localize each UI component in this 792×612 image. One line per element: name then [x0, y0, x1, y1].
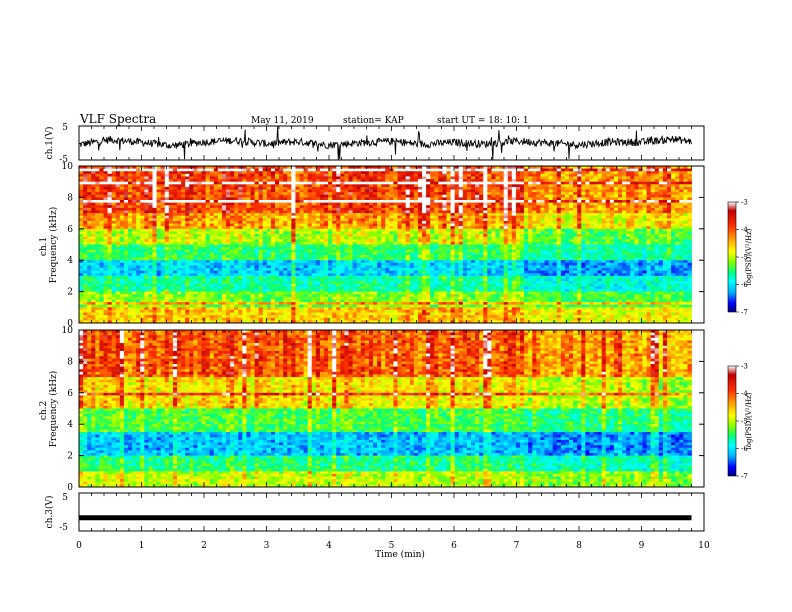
ch2-colorbar-ticks: -3 -4 -5 -6 -7 — [736, 363, 748, 481]
ch3-ytick-bottom: -5 — [59, 523, 68, 533]
time-tick-label: 8 — [576, 541, 582, 551]
time-tick-label: 1 — [139, 541, 145, 551]
colorbar-tick-label: -6 — [741, 445, 748, 453]
panel-time-tick-marks — [78, 126, 705, 531]
ch1-ytick-bottom: -5 — [59, 155, 68, 165]
ch1-colorbar-label: log(PSD)(V²/Hz) — [745, 228, 753, 285]
freq-tick-label: 10 — [62, 162, 74, 172]
time-tick-label: 10 — [698, 541, 710, 551]
freq-tick-label: 2 — [67, 288, 73, 298]
freq-tick-label: 0 — [67, 319, 73, 329]
colorbar-tick-label: -4 — [741, 226, 748, 234]
ch2-colorbar — [727, 365, 737, 477]
time-tick-label: 6 — [451, 541, 457, 551]
freq-tick-label: 6 — [67, 225, 73, 235]
ch2-spectrogram-ylabel: ch.2 Frequency (kHz) — [39, 371, 59, 448]
time-tick-label: 5 — [389, 541, 395, 551]
figure-title: VLF Spectra — [79, 112, 156, 126]
colorbar-tick-label: -7 — [741, 309, 748, 317]
colorbar-tick-label: -7 — [741, 473, 748, 481]
start-time-label: start UT = 18: 10: 1 — [437, 116, 529, 126]
ch1-colorbar — [727, 201, 737, 313]
ch3-waveform-panel: 5 -5 ch.3(V) 0 1 2 3 4 5 6 7 8 9 10 Time (min) — [44, 492, 710, 560]
ch3-ytick-top: 5 — [62, 493, 68, 503]
ch1-waveform-panel: 5 -5 ch.1(V) — [44, 123, 705, 165]
station-label: station= KAP — [343, 116, 404, 126]
ch1-colorbar-ticks: -3 -4 -5 -6 -7 — [736, 199, 748, 317]
freq-tick-label: 4 — [67, 256, 73, 266]
freq-tick-label: 4 — [67, 420, 73, 430]
freq-tick-label: 6 — [67, 389, 73, 399]
ch2-spectrogram-image — [79, 330, 692, 488]
ch1-ylabel: ch.1(V) — [44, 127, 55, 160]
time-tick-label: 3 — [264, 541, 270, 551]
ch1-ytick-top: 5 — [62, 123, 68, 133]
freq-tick-label: 2 — [67, 452, 73, 462]
freq-tick-label: 8 — [67, 357, 73, 367]
time-tick-label: 4 — [326, 541, 332, 551]
freq-tick-label: 10 — [62, 326, 74, 336]
ch1-spectrogram-image — [79, 166, 692, 324]
ch2-colorbar-label: log(PSD)(V²/Hz) — [745, 392, 753, 449]
colorbar-tick-label: -4 — [741, 390, 748, 398]
colorbar-tick-label: -5 — [741, 418, 748, 426]
ch3-ylabel: ch.3(V) — [44, 496, 55, 529]
freq-tick-label: 8 — [67, 193, 73, 203]
colorbar-tick-label: -3 — [741, 199, 748, 207]
x-axis-label: Time (min) — [375, 549, 425, 560]
ch1-spectrogram-yticks: 0 2 4 6 8 10 — [62, 162, 704, 329]
freq-tick-label: 0 — [67, 483, 73, 493]
time-axis-ticks: 0 1 2 3 4 5 6 7 8 9 10 — [76, 541, 710, 551]
time-tick-label: 7 — [514, 541, 520, 551]
ch1-waveform-trace — [78, 125, 692, 161]
colorbar-tick-label: -5 — [741, 254, 748, 262]
ch1-trace-line — [78, 125, 692, 161]
ch2-spectrogram-yticks: 0 2 4 6 8 10 — [62, 326, 704, 493]
ch1-spectrogram-ylabel: ch.1 Frequency (kHz) — [39, 207, 59, 284]
colorbar-tick-label: -6 — [741, 281, 748, 289]
time-tick-label: 2 — [201, 541, 207, 551]
date-label: May 11, 2019 — [251, 116, 314, 126]
colorbar-tick-label: -3 — [741, 363, 748, 371]
time-tick-label: 0 — [76, 541, 82, 551]
time-tick-label: 9 — [639, 541, 645, 551]
